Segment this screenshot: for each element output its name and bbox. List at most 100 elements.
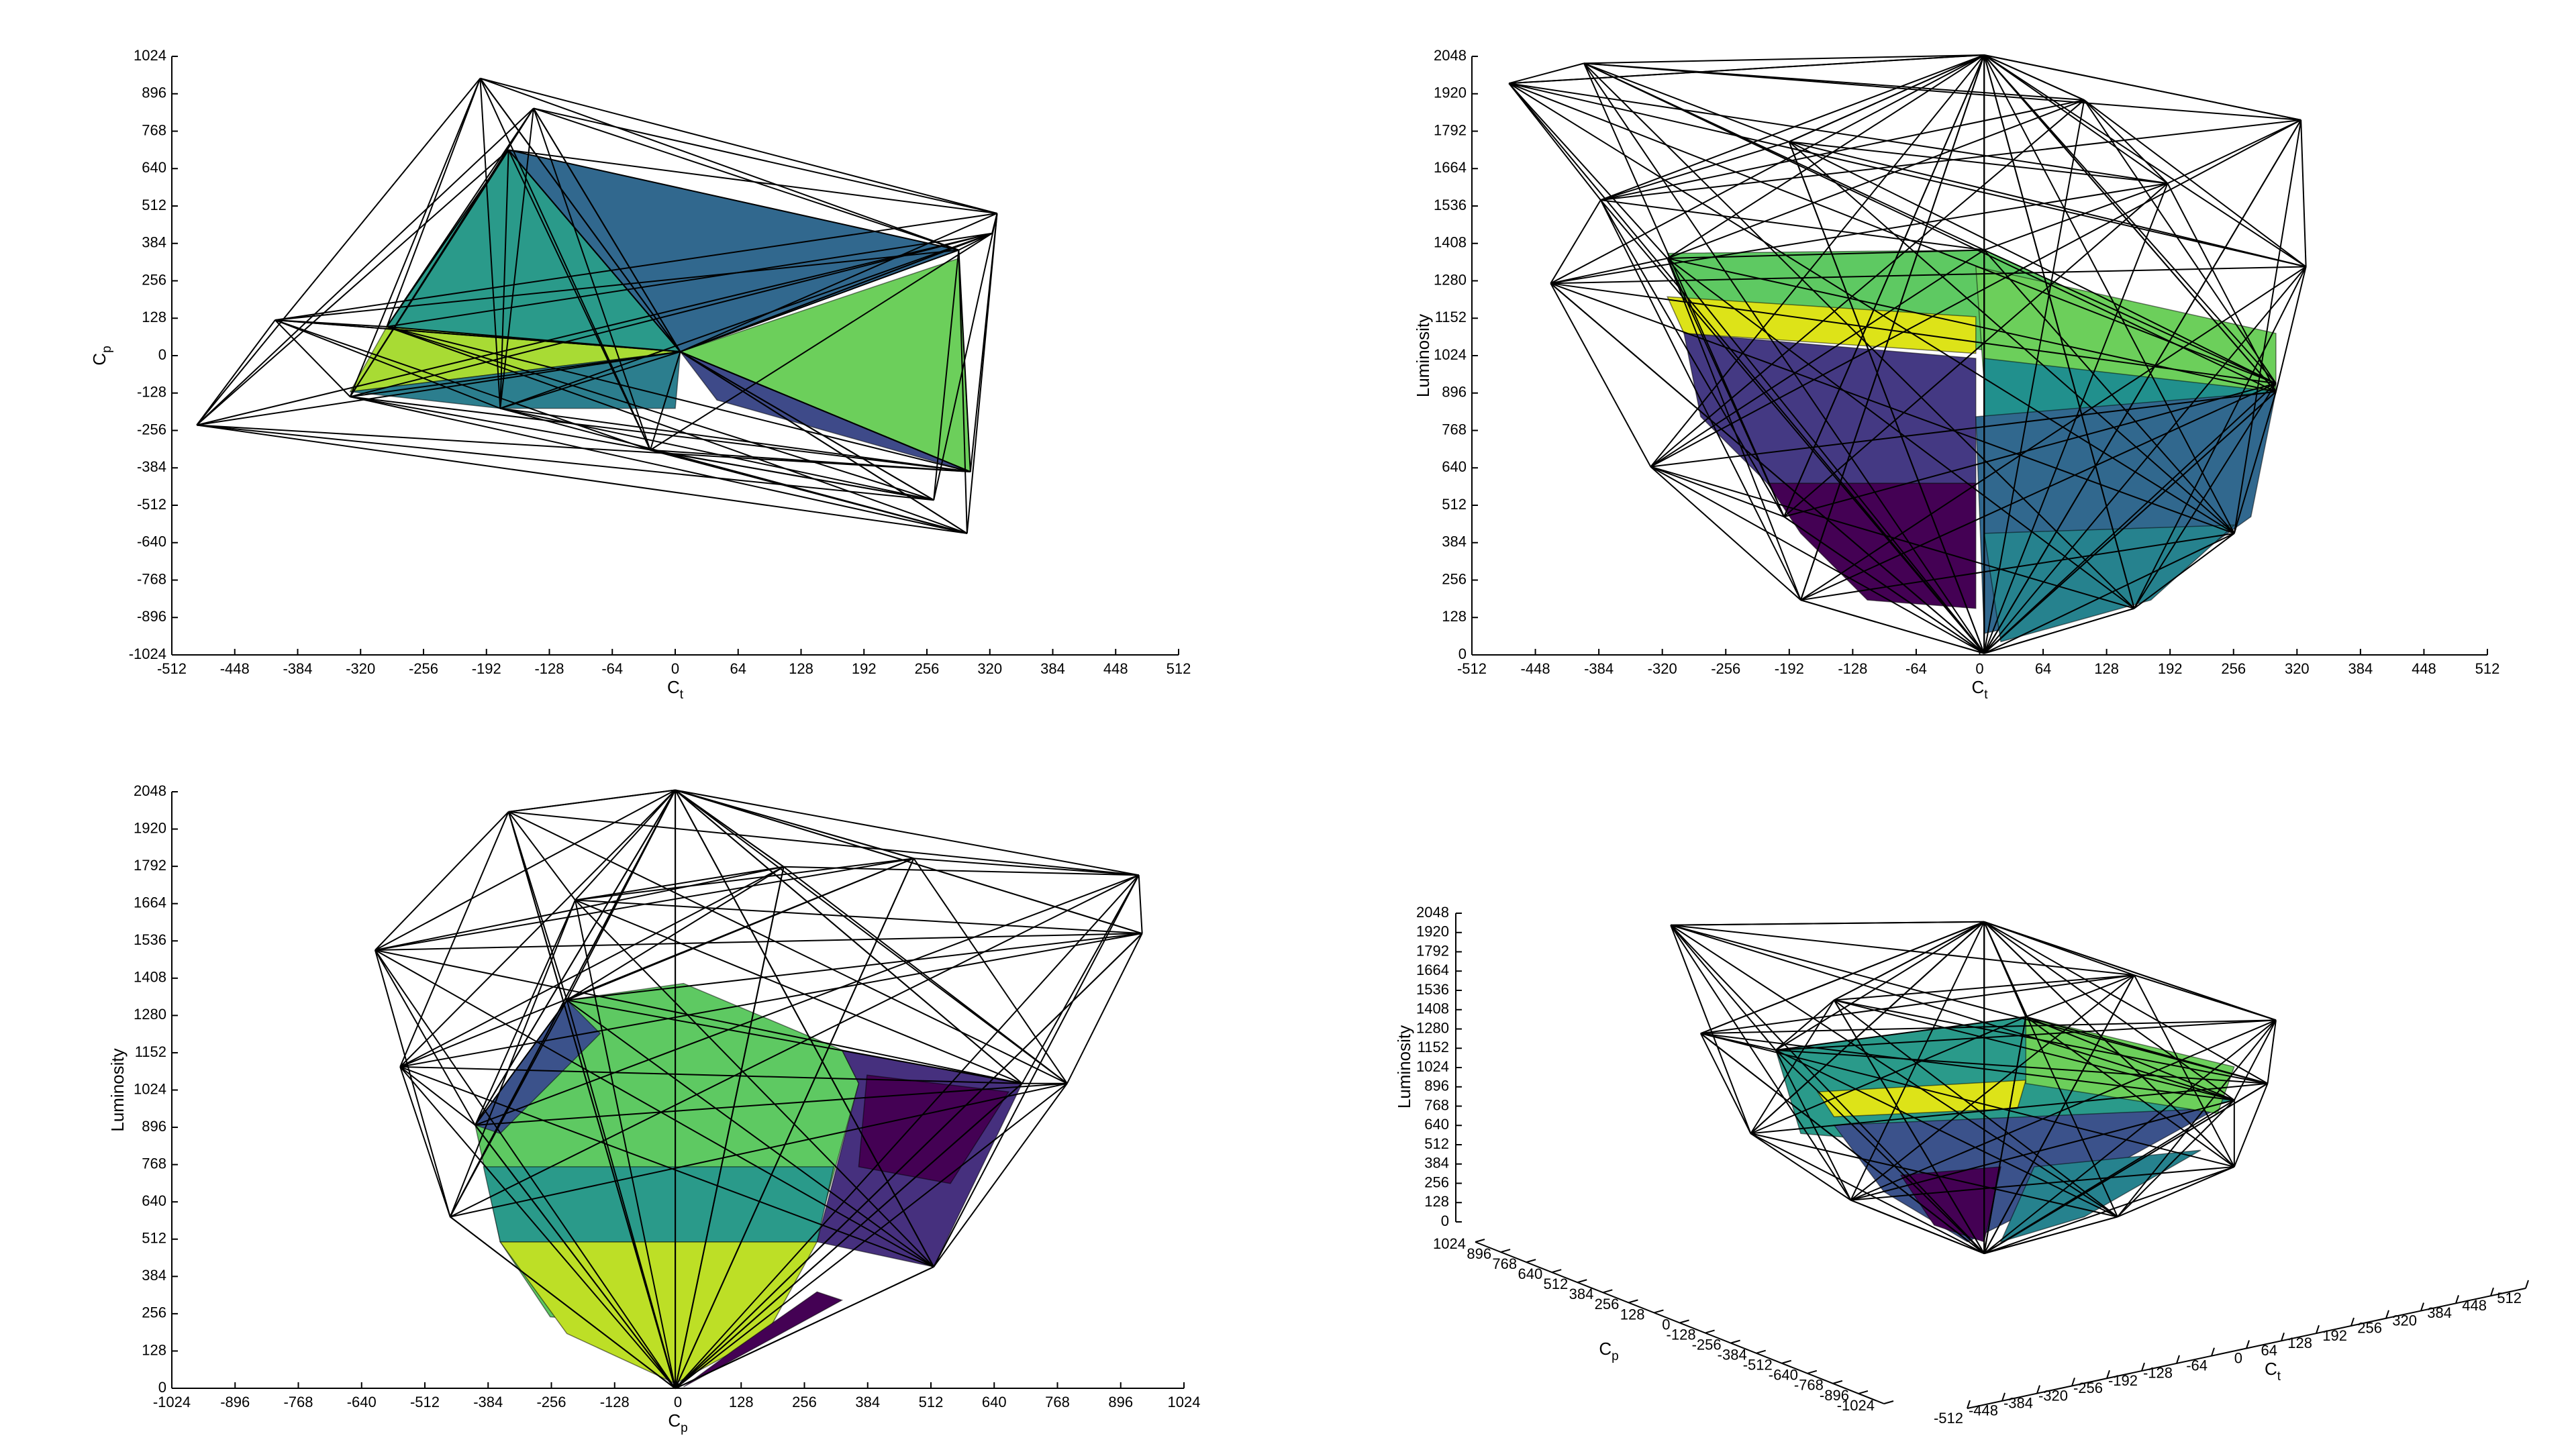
x-tick-label: 512 xyxy=(2475,660,2500,677)
y-tick-label: -384 xyxy=(1718,1347,1747,1363)
y-tick-label: -896 xyxy=(1820,1387,1849,1404)
y-tick-label: 128 xyxy=(142,309,166,325)
y-tick-label: 1536 xyxy=(134,931,166,948)
mesh-edge xyxy=(196,107,534,426)
mesh-edge xyxy=(507,811,576,901)
mesh-edge xyxy=(399,1066,676,1389)
axis-label: Ct xyxy=(2265,1359,2281,1384)
mesh-edge xyxy=(675,789,1139,876)
axis-label-subscript: t xyxy=(2277,1369,2281,1384)
y-tick xyxy=(1832,1380,1843,1384)
mesh-edge xyxy=(1750,1133,1852,1201)
mesh-edge xyxy=(1983,54,2301,121)
mesh-edge xyxy=(2134,533,2235,609)
mesh-edge xyxy=(1983,1099,2235,1254)
mesh-edge xyxy=(1850,1166,2234,1201)
mesh-edge xyxy=(1750,1133,1985,1255)
y-tick-label: 512 xyxy=(1544,1276,1569,1292)
y-tick-label: 1024 xyxy=(134,47,166,64)
mesh-edge xyxy=(1700,1033,1776,1051)
mesh-edge xyxy=(1850,1099,2235,1201)
mesh-edge xyxy=(566,999,934,1268)
x-tick-label: -128 xyxy=(1838,660,1867,677)
y-tick-label: -128 xyxy=(137,384,166,401)
mesh-edge xyxy=(1670,924,2235,1101)
y-tick-label: 256 xyxy=(142,1304,166,1321)
x-tick-label: -512 xyxy=(157,660,187,677)
y-tick-label: 1280 xyxy=(134,1006,166,1023)
x-tick xyxy=(2385,1310,2389,1319)
x-tick-label: 128 xyxy=(789,660,813,677)
y-tick-label: -1024 xyxy=(129,645,166,662)
mesh-edge xyxy=(1671,924,2134,976)
mesh-edge xyxy=(196,149,509,426)
axis-label-text: C xyxy=(2265,1359,2277,1379)
axis-label: Luminosity xyxy=(107,1048,128,1131)
y-tick-label: 1152 xyxy=(1435,309,1467,325)
x-tick-label: -448 xyxy=(1969,1402,1998,1419)
mesh-edge xyxy=(1583,62,2301,121)
x-tick-label: -64 xyxy=(601,660,623,677)
mesh-edge xyxy=(374,949,451,1217)
x-tick-label: -256 xyxy=(1711,660,1740,677)
mesh-edge xyxy=(1983,1166,2235,1255)
mesh-edge xyxy=(2133,266,2307,609)
y-tick-label: 2048 xyxy=(1434,47,1467,64)
y-tick xyxy=(1679,1319,1689,1324)
x-tick-label: 512 xyxy=(2497,1290,2522,1306)
mesh-edge xyxy=(675,933,1143,1390)
mesh-edge xyxy=(500,407,934,501)
y-tick-label: 128 xyxy=(1442,608,1467,625)
mesh-edge xyxy=(1850,921,1985,1201)
mesh-edge xyxy=(1699,1033,1752,1134)
mesh-edge xyxy=(399,1066,451,1217)
x-tick-label: -128 xyxy=(2143,1365,2173,1382)
mesh-edge xyxy=(479,78,651,451)
mesh-edge xyxy=(1983,921,2027,1017)
mesh-edge xyxy=(575,899,1142,935)
mesh-edge xyxy=(508,149,997,214)
mesh-edge xyxy=(650,449,934,501)
axis-label: Cp xyxy=(1599,1339,1618,1363)
axis-label-subscript: p xyxy=(100,346,114,353)
x-tick-label: -448 xyxy=(1521,660,1550,677)
mesh-edge xyxy=(197,424,971,473)
mesh-edge xyxy=(1667,258,1985,654)
mesh-edge xyxy=(375,866,784,951)
mesh-edge xyxy=(649,351,681,451)
x-tick-label: 384 xyxy=(1040,660,1065,677)
x-tick-label: 512 xyxy=(919,1394,944,1410)
mesh-edge xyxy=(566,858,914,1001)
mesh-edge xyxy=(275,319,501,409)
x-tick-label: 192 xyxy=(852,660,877,677)
mesh-edge xyxy=(1700,1033,2234,1101)
x-tick xyxy=(2071,1378,2075,1386)
mesh-edge xyxy=(675,874,1140,1390)
mesh-edge xyxy=(399,866,785,1068)
x-tick-label: -320 xyxy=(1648,660,1677,677)
y-tick-label: 384 xyxy=(142,234,166,251)
y-tick-label: 2048 xyxy=(134,782,166,799)
mesh-edge xyxy=(575,899,1023,1084)
axis-label: Cp xyxy=(89,346,114,365)
mesh-edge xyxy=(350,351,681,398)
mesh-edge xyxy=(1850,1019,2277,1201)
x-tick-label: 0 xyxy=(674,1394,682,1410)
mesh-edge xyxy=(675,789,1023,1084)
mesh-edge xyxy=(1650,466,1985,654)
z-tick-label: 256 xyxy=(1424,1174,1449,1190)
mesh-edge xyxy=(532,108,651,451)
mesh-edge xyxy=(1583,62,1985,251)
mesh-edge xyxy=(1983,54,2277,384)
axis-label-subscript: t xyxy=(680,688,684,702)
mesh-edge xyxy=(1509,83,2168,185)
mesh-edge xyxy=(1789,141,2277,384)
x-tick-label: -448 xyxy=(220,660,250,677)
mesh-edge xyxy=(1983,921,2135,976)
y-tick-label: -256 xyxy=(1692,1336,1722,1353)
mesh-edge xyxy=(1583,54,1985,64)
axis-label: Luminosity xyxy=(1413,314,1433,397)
z-tick-label: 0 xyxy=(1441,1212,1449,1229)
